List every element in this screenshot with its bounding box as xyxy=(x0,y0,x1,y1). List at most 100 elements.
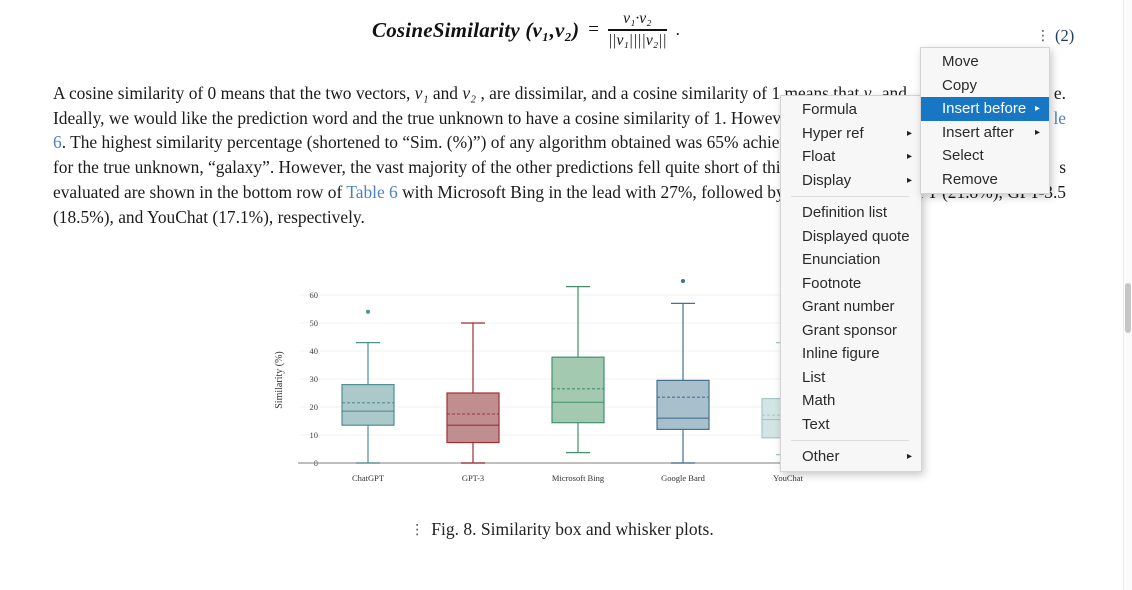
submenu-arrow-icon: ▸ xyxy=(906,127,912,139)
menu-item-grant-number[interactable]: Grant number xyxy=(781,295,921,319)
math-var-v1: v₁ xyxy=(414,83,429,103)
menu-item-insert-after[interactable]: Insert after ▸ xyxy=(921,121,1049,145)
text-segment: . The highest similarity percentage (sho… xyxy=(61,132,818,153)
submenu-arrow-icon: ▸ xyxy=(1034,126,1040,138)
text-segment: A cosine similarity of 0 means that the … xyxy=(53,83,415,103)
text-segment: with Microsoft Bing in the lead with 27%… xyxy=(397,181,819,202)
y-tick-label: 30 xyxy=(310,374,319,384)
y-tick-label: 50 xyxy=(310,318,319,328)
paragraph-line-3: 6. The highest similarity percentage (sh… xyxy=(53,133,1066,152)
menu-item-display[interactable]: Display ▸ xyxy=(781,169,921,193)
menu-item-footnote[interactable]: Footnote xyxy=(781,272,921,296)
menu-item-enunciation[interactable]: Enunciation xyxy=(781,248,921,272)
boxplot-figure: 0102030405060Similarity (%)ChatGPTGPT-3M… xyxy=(274,279,815,483)
scrollbar-track[interactable] xyxy=(1123,0,1132,590)
menu-item-list[interactable]: List xyxy=(781,366,921,390)
context-menu: Move Copy Insert before ▸ Insert after ▸ S… xyxy=(920,47,1050,194)
y-axis-label: Similarity (%) xyxy=(274,351,285,409)
menu-item-label: Copy xyxy=(942,76,978,94)
menu-item-formula[interactable]: Formula xyxy=(781,98,921,122)
y-tick-label: 40 xyxy=(310,346,319,356)
text-fragment-right: s xyxy=(1059,157,1066,178)
table-link-fragment[interactable]: le xyxy=(1053,107,1066,128)
menu-item-label: Formula xyxy=(802,101,858,118)
x-category-label: YouChat xyxy=(773,473,803,483)
menu-item-label: List xyxy=(802,368,826,386)
drag-handle-icon[interactable]: ⋮ xyxy=(1036,28,1050,44)
paragraph-line-2: Ideally, we would like the prediction wo… xyxy=(53,107,1066,128)
text-segment: Ideally, we would like the prediction wo… xyxy=(53,107,808,128)
figure-caption: ⋮ Fig. 8. Similarity box and whisker plo… xyxy=(0,519,1124,540)
box-Google Bard xyxy=(656,379,710,431)
insert-before-submenu: Formula Hyper ref ▸ Float ▸ Display ▸ Defin… xyxy=(780,95,922,472)
menu-item-label: Select xyxy=(942,147,984,164)
submenu-arrow-icon: ▸ xyxy=(906,451,912,462)
text-segment: for the true unknown, “galaxy”. However,… xyxy=(53,157,816,178)
menu-item-label: Displayed quote xyxy=(802,227,910,245)
menu-item-label: Grant sponsor xyxy=(802,321,898,339)
outlier-point xyxy=(366,309,370,314)
menu-item-inline-figure[interactable]: Inline figure xyxy=(781,342,921,366)
menu-item-float[interactable]: Float ▸ xyxy=(781,145,921,169)
menu-item-label: Text xyxy=(802,415,830,433)
figure-caption-text: Fig. 8. Similarity box and whisker plots… xyxy=(431,519,714,539)
menu-item-move[interactable]: Move xyxy=(921,50,1049,74)
menu-item-label: Grant number xyxy=(802,298,895,315)
menu-item-label: Inline figure xyxy=(802,345,880,362)
equation-lhs: CosineSimilarity (v₁,v₂) xyxy=(372,17,580,42)
menu-item-math[interactable]: Math xyxy=(781,389,921,413)
paragraph-line-4: for the true unknown, “galaxy”. However,… xyxy=(53,158,1066,177)
text-segment: and xyxy=(428,83,463,103)
menu-item-label: Definition list xyxy=(802,204,888,221)
drag-handle-icon[interactable]: ⋮ xyxy=(410,521,425,538)
table-6-link[interactable]: 6 xyxy=(53,132,62,153)
menu-item-other[interactable]: Other ▸ xyxy=(781,445,921,469)
menu-item-hyper-ref[interactable]: Hyper ref ▸ xyxy=(781,122,921,146)
fraction-numerator: v₁·v₂ xyxy=(623,10,652,27)
menu-item-label: Insert before xyxy=(942,100,1027,117)
menu-item-definition-list[interactable]: Definition list xyxy=(781,201,921,225)
x-category-label: ChatGPT xyxy=(352,473,385,483)
text-segment: evaluated are shown in the bottom row of xyxy=(53,181,347,202)
equation-equals: = xyxy=(588,19,599,40)
menu-item-label: Footnote xyxy=(802,274,862,292)
menu-item-label: Move xyxy=(942,53,979,70)
menu-item-label: Insert after xyxy=(942,123,1014,141)
menu-item-insert-before[interactable]: Insert before ▸ xyxy=(921,97,1049,121)
menu-item-grant-sponsor[interactable]: Grant sponsor xyxy=(781,319,921,343)
menu-item-label: Float xyxy=(802,148,836,165)
equation: CosineSimilarity (v₁,v₂) = v₁·v₂ ||v₁|||… xyxy=(372,10,680,50)
paragraph-line-6: (18.5%), and YouChat (17.1%), respective… xyxy=(53,206,1066,227)
fraction-bar xyxy=(607,29,667,31)
text-segment: (18.5%), and YouChat (17.1%), respective… xyxy=(53,206,365,227)
submenu-arrow-icon: ▸ xyxy=(906,151,912,162)
submenu-arrow-icon: ▸ xyxy=(906,174,912,186)
x-category-label: Microsoft Bing xyxy=(552,473,605,483)
math-var-v2: v₂ xyxy=(462,83,477,103)
equation-number-group: ⋮ (2) xyxy=(1036,26,1074,46)
menu-item-select[interactable]: Select xyxy=(921,144,1049,168)
menu-item-label: Display xyxy=(802,171,852,189)
menu-item-remove[interactable]: Remove xyxy=(921,168,1049,192)
table-6-link[interactable]: Table 6 xyxy=(346,181,398,202)
menu-item-label: Math xyxy=(802,392,836,409)
text-fragment-right: e. xyxy=(1053,83,1066,103)
menu-item-label: Hyper ref xyxy=(802,124,864,142)
menu-item-label: Other xyxy=(802,448,840,465)
y-tick-label: 60 xyxy=(310,290,319,300)
menu-item-label: Enunciation xyxy=(802,251,881,268)
outlier-point xyxy=(681,279,685,283)
box-GPT-3 xyxy=(446,392,500,444)
menu-item-displayed-quote[interactable]: Displayed quote xyxy=(781,225,921,249)
box-Microsoft Bing xyxy=(551,356,605,424)
y-tick-label: 10 xyxy=(310,430,319,440)
menu-item-label: Remove xyxy=(942,170,998,188)
x-category-label: GPT-3 xyxy=(462,473,484,483)
y-tick-label: 20 xyxy=(310,402,319,412)
menu-divider xyxy=(791,440,909,441)
equation-fraction: v₁·v₂ ||v₁||||v₂|| xyxy=(607,10,667,50)
fraction-denominator: ||v₁||||v₂|| xyxy=(607,32,667,50)
menu-item-text[interactable]: Text xyxy=(781,413,921,437)
scrollbar-thumb[interactable] xyxy=(1125,283,1131,333)
menu-item-copy[interactable]: Copy xyxy=(921,74,1049,98)
